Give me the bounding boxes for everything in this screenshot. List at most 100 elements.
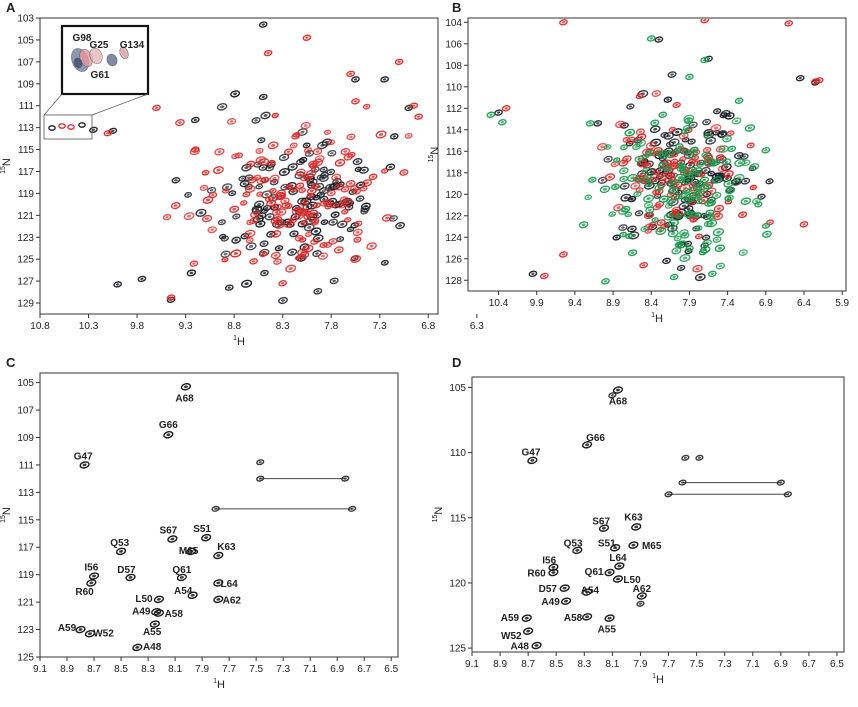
spectral-peak: [132, 643, 143, 652]
spectral-peak: [344, 204, 354, 211]
spectral-peak: [636, 600, 645, 607]
spectral-peak-core: [363, 204, 368, 208]
spectral-peak-core: [223, 252, 228, 256]
spectral-peak: [260, 111, 271, 120]
spectral-peak-core: [530, 459, 535, 462]
y-tick-label: 115: [18, 145, 34, 156]
spectral-peak-core: [590, 178, 594, 181]
spectral-peak-core: [676, 149, 680, 152]
spectral-peak-core: [697, 188, 701, 191]
spectral-peak: [187, 591, 198, 599]
y-axis-label-text: N: [1, 507, 13, 515]
spectral-peak: [175, 118, 185, 127]
y-axis-label-sup: 15: [0, 166, 7, 174]
x-tick-label: 7.5: [249, 664, 263, 675]
y-tick-label: 123: [17, 625, 34, 636]
spectral-peak-core: [607, 571, 612, 574]
spectral-peak-core: [248, 244, 254, 248]
spectral-peak: [330, 211, 340, 219]
spectral-peak-core: [737, 99, 741, 102]
spectral-peak: [245, 237, 254, 244]
spectral-peak: [167, 535, 178, 543]
spectral-peak: [682, 124, 692, 132]
spectral-peak: [272, 216, 283, 223]
spectral-peak-core: [638, 130, 643, 134]
y-tick-label: 107: [17, 57, 34, 68]
spectral-peak-core: [660, 164, 665, 168]
spectral-peak: [643, 201, 654, 209]
spectral-peak-core: [298, 170, 303, 174]
peak-label: L50: [135, 594, 153, 605]
spectral-peak-core: [323, 221, 326, 224]
peak-label: W52: [501, 631, 522, 642]
spectral-peak: [240, 200, 248, 206]
spectral-peak-core: [216, 598, 221, 601]
spectral-peak: [267, 141, 279, 150]
spectral-peak: [295, 168, 306, 176]
spectral-peak: [289, 142, 298, 149]
spectral-peak-core: [300, 189, 304, 192]
spectral-peak-core: [649, 37, 653, 40]
spectral-peak: [327, 149, 337, 157]
spectral-peak: [677, 177, 686, 184]
spectral-peak: [272, 203, 282, 211]
spectral-peak: [749, 163, 760, 171]
spectral-peak-core: [684, 138, 688, 141]
spectral-peak: [679, 156, 687, 162]
spectral-peak: [260, 208, 269, 214]
x-tick-label: 5.9: [835, 298, 849, 309]
spectral-peak: [340, 147, 351, 156]
spectral-peak-core: [697, 456, 701, 459]
x-tick-label: 10.8: [30, 321, 50, 332]
spectral-peak: [89, 126, 98, 134]
spectral-peak-core: [624, 207, 628, 211]
spectral-peak: [559, 584, 570, 592]
spectral-peak: [699, 245, 711, 254]
spectral-peak: [608, 211, 617, 217]
spectral-peak: [201, 533, 212, 542]
spectral-peak: [615, 120, 626, 128]
spectral-peak: [539, 272, 549, 280]
spectral-peak-core: [626, 213, 630, 216]
spectral-peak: [741, 159, 751, 167]
spectral-peak: [639, 261, 649, 269]
spectral-peak-core: [641, 264, 646, 267]
spectral-peak-core: [165, 215, 169, 219]
spectral-peak-core: [241, 177, 245, 180]
spectral-peak-core: [768, 221, 772, 224]
spectral-peak-core: [617, 564, 622, 568]
spectral-peak: [245, 160, 256, 168]
spectral-peak-core: [361, 168, 366, 172]
spectral-peak-core: [646, 203, 651, 207]
spectral-peak: [186, 269, 197, 277]
spectral-peak: [744, 124, 756, 132]
spectral-peak-core: [223, 237, 227, 240]
spectral-peak-core: [714, 131, 718, 134]
spectral-peak-core: [332, 279, 336, 283]
spectral-peak: [650, 138, 662, 147]
spectral-peak-core: [661, 197, 666, 201]
spectral-peak-core: [128, 576, 133, 579]
spectral-peak: [619, 167, 629, 175]
spectral-peak: [635, 93, 644, 100]
spectral-peak: [733, 151, 744, 160]
spectral-peak: [180, 383, 192, 391]
x-tick-label: 8.8: [227, 321, 241, 332]
spectral-peak: [598, 524, 610, 532]
spectral-peak-core: [302, 201, 307, 205]
spectral-peak: [675, 143, 684, 150]
spectral-peak-core: [743, 199, 748, 203]
spectral-peak-core: [342, 198, 346, 201]
spectral-peak: [278, 168, 290, 177]
spectral-peak-core: [715, 110, 719, 113]
spectral-peak: [195, 208, 207, 217]
spectral-peak: [618, 224, 628, 232]
spectral-peak-core: [402, 171, 406, 174]
plot-frame: [39, 372, 399, 658]
spectral-peak-core: [186, 193, 190, 196]
spectral-peak-core: [154, 106, 159, 110]
peak-label: A68: [609, 396, 628, 407]
spectral-peak-core: [262, 271, 267, 275]
spectral-peak-core: [653, 127, 658, 131]
x-tick-label: 8.1: [605, 659, 619, 670]
